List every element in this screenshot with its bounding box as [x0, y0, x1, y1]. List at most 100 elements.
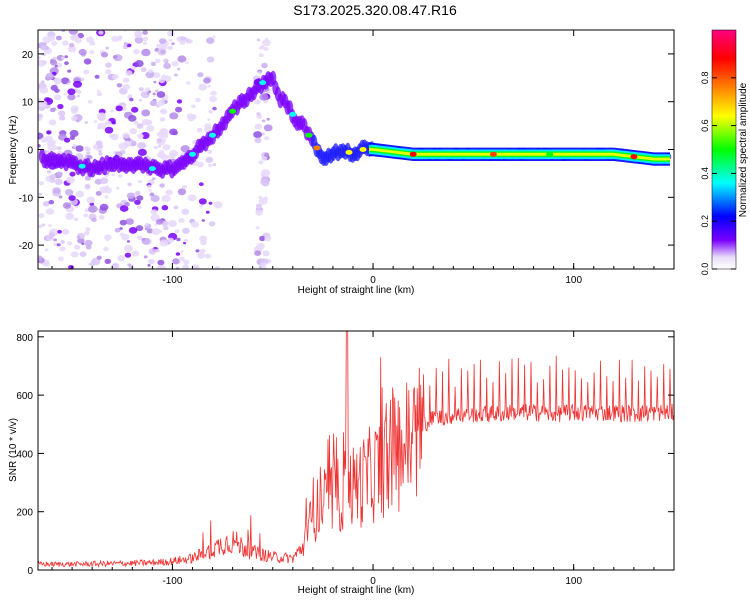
spectrogram-noise-blob — [182, 227, 190, 234]
spectrogram-noise-blob — [204, 123, 212, 129]
spectrogram-noise-blob — [70, 251, 79, 258]
spectrogram-noise-blob — [40, 45, 48, 51]
spectrogram-noise-blob — [174, 73, 178, 77]
spectrogram-noise-blob — [60, 77, 70, 85]
spectrogram-noise-blob — [255, 209, 263, 216]
spectrogram-noise-blob — [101, 51, 108, 58]
spectrogram-noise-blob — [254, 250, 262, 256]
spectrogram-noise-blob — [42, 201, 50, 207]
spectrogram-noise-blob — [59, 246, 66, 252]
spectrogram-noise-blob — [155, 218, 164, 225]
spectrogram-noise-blob — [96, 255, 102, 260]
spectrogram-hotspot — [189, 151, 196, 157]
spectrogram-noise-blob — [181, 184, 188, 190]
spectrogram-noise-blob — [119, 205, 129, 212]
spectrogram-x-tick-label: 0 — [370, 275, 376, 286]
spectrogram-noise-blob — [195, 249, 200, 253]
spectrogram-noise-blob — [182, 264, 190, 269]
spectrogram-noise-blob — [63, 93, 67, 96]
spectrogram-noise-blob — [158, 78, 165, 84]
spectrogram-noise-blob — [167, 237, 174, 243]
spectrogram-noise-blob — [114, 58, 118, 61]
snr-y-tick-label: 400 — [16, 449, 33, 460]
snr-panel: -100 0 100 0 200 400 600 800 Height of straight… — [8, 330, 675, 596]
spectrogram-noise-blob — [44, 261, 50, 267]
spectrogram-noise-blob — [137, 180, 143, 184]
spectrogram-noise-blob — [260, 178, 269, 186]
snr-series-line — [38, 331, 674, 568]
spectrogram-noise-blob — [264, 235, 272, 242]
spectrogram-noise-blob — [260, 262, 267, 268]
spectrogram-noise-blob — [126, 43, 132, 48]
spectrogram-noise-blob — [172, 258, 180, 265]
spectrogram-noise-blob — [46, 170, 52, 174]
spectrogram-x-tick-label: -100 — [162, 275, 182, 286]
spectrogram-noise-blob — [181, 208, 190, 215]
spectrogram-noise-blob — [157, 99, 166, 107]
spectrogram-noise-blob — [213, 201, 223, 209]
colorbar-tick-label: 0.6 — [700, 119, 710, 132]
spectrogram-noise-blob — [98, 152, 103, 156]
spectrogram-noise-blob — [66, 82, 70, 86]
spectrogram-hotspot — [489, 151, 497, 157]
spectrogram-noise-blob — [49, 174, 57, 180]
spectrogram-noise-blob — [258, 197, 268, 205]
spectrogram-noise-blob — [69, 171, 76, 177]
spectrogram-noise-blob — [187, 194, 197, 202]
spectrogram-noise-blob — [177, 67, 181, 71]
spectrogram-noise-blob — [119, 232, 125, 237]
colorbar-gradient — [711, 29, 737, 270]
spectrogram-noise-blob — [76, 94, 80, 98]
spectrogram-noise-blob — [256, 112, 261, 116]
spectrogram-noise-blob — [259, 235, 266, 242]
spectrogram-noise-blob — [159, 183, 165, 188]
snr-y-tick-label: 0 — [27, 566, 33, 577]
spectrogram-noise-blob — [123, 244, 133, 252]
spectrogram-noise-blob — [96, 92, 103, 97]
spectrogram-hotspot — [289, 111, 297, 117]
spectrogram-ridge — [38, 70, 672, 179]
spectrogram-noise-blob — [67, 241, 73, 246]
spectrogram-noise-blob — [105, 46, 109, 50]
snr-y-tick-label: 600 — [16, 391, 33, 402]
spectrogram-noise-blob — [261, 169, 271, 177]
spectrogram-noise-blob — [83, 58, 92, 65]
spectrogram-noise-blob — [104, 234, 112, 241]
spectrogram-noise-blob — [76, 235, 81, 239]
spectrogram-noise-blob — [103, 246, 109, 252]
spectrogram-noise-blob — [169, 128, 178, 136]
spectrogram-noise-blob — [97, 122, 106, 130]
spectrogram-noise-blob — [125, 218, 134, 225]
spectrogram-noise-blob — [117, 37, 122, 41]
spectrogram-noise-blob — [140, 67, 147, 72]
snr-y-axis-label: SNR (10 * v/v) — [8, 418, 19, 482]
spectrogram-noise-blob — [259, 93, 269, 101]
spectrogram-noise-blob — [155, 248, 160, 253]
spectrogram-noise-blob — [67, 80, 71, 84]
spectrogram-noise-blob — [128, 227, 138, 234]
spectrogram-noise-blob — [160, 108, 168, 115]
spectrogram-noise-blob — [175, 106, 183, 113]
spectrogram-noise-blob — [160, 49, 166, 55]
spectrogram-noise-blob — [153, 80, 157, 84]
spectrogram-x-tick-label: 100 — [565, 275, 582, 286]
spectrogram-noise-blob — [86, 151, 91, 155]
spectrogram-noise-blob — [54, 64, 58, 68]
spectrogram-noise-blob — [94, 120, 98, 123]
spectrogram-noise-blob — [207, 149, 213, 154]
spectrogram-noise-blob — [122, 77, 130, 83]
spectrogram-noise-blob — [195, 97, 201, 103]
spectrogram-hotspot — [229, 108, 237, 114]
spectrogram-noise-blob — [111, 121, 116, 125]
spectrogram-noise-blob — [53, 94, 62, 101]
spectrogram-noise-blob — [206, 56, 215, 63]
spectrogram-noise-blob — [84, 239, 93, 247]
spectrogram-noise-blob — [126, 192, 135, 199]
spectrogram-hotspot — [313, 145, 321, 151]
spectrogram-noise-blob — [69, 43, 75, 48]
spectrogram-noise-blob — [145, 71, 155, 79]
spectrogram-hotspot — [630, 154, 638, 160]
spectrogram-noise-blob — [186, 81, 191, 85]
spectrogram-noise-blob — [183, 259, 190, 265]
spectrogram-noise-blob — [254, 123, 262, 130]
